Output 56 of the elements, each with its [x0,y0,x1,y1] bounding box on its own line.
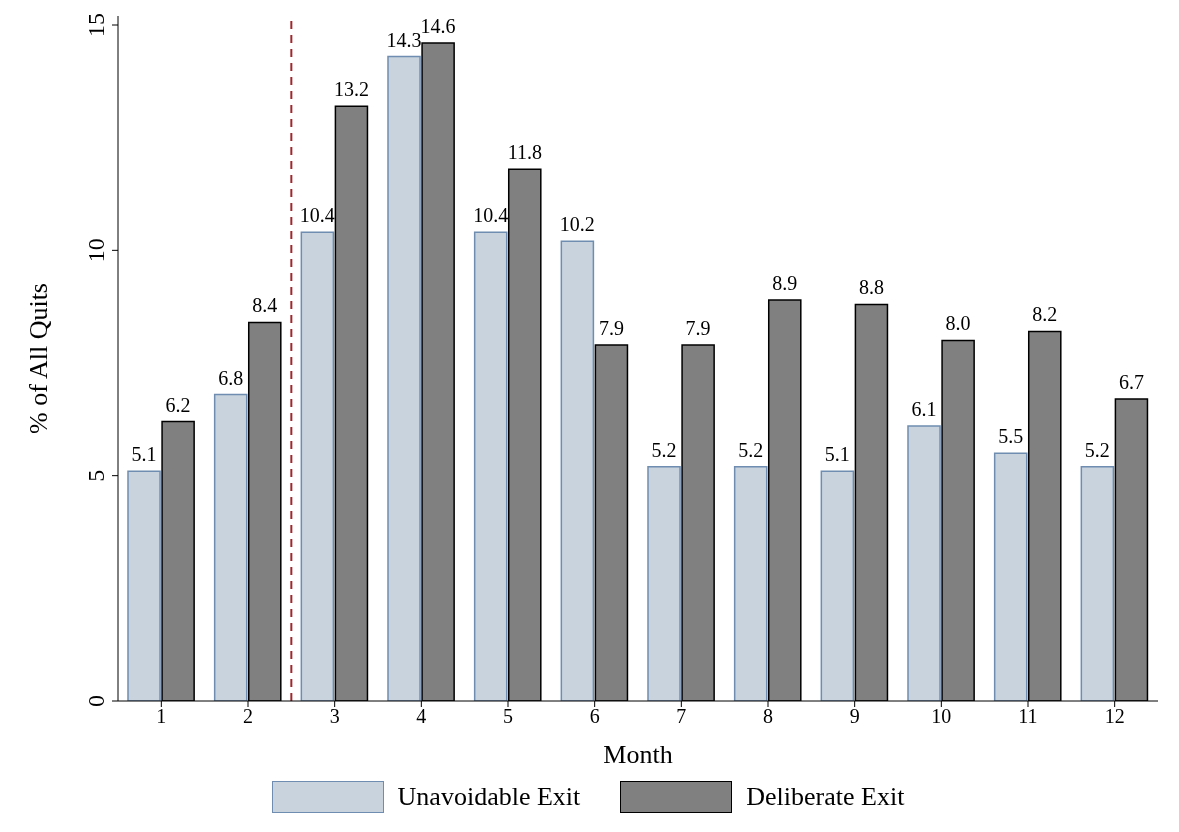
data-label: 5.5 [998,425,1024,448]
bar [993,452,1028,701]
data-label: 10.4 [299,204,335,227]
data-label: 14.3 [386,28,422,51]
x-tick-label: 12 [1104,705,1125,728]
data-label: 13.2 [333,78,369,101]
data-label: 5.2 [738,438,764,461]
x-tick-label: 9 [849,705,860,728]
y-axis-title: % of All Quits [24,283,54,434]
data-label: 8.2 [1032,303,1058,326]
data-label: 5.1 [131,443,157,466]
data-label: 8.8 [858,276,884,299]
bar [213,393,248,701]
bar [560,240,595,701]
x-tick-label: 4 [416,705,427,728]
x-tick-label: 3 [329,705,340,728]
data-label: 10.2 [559,213,595,236]
bar [473,231,508,701]
data-label: 7.9 [685,316,711,339]
data-label: 6.7 [1118,371,1144,394]
x-tick-label: 10 [931,705,952,728]
y-tick-label: 15 [83,13,109,38]
data-label: 8.0 [945,312,971,335]
x-tick-label: 7 [676,705,687,728]
data-label: 8.9 [772,271,798,294]
bar [1080,465,1115,701]
y-tick-label: 10 [83,238,109,263]
data-label: 5.1 [824,443,850,466]
x-tick-label: 5 [503,705,513,728]
data-label: 6.8 [218,366,244,389]
data-label: 8.4 [252,294,278,317]
x-tick-label: 1 [156,705,167,728]
bar [127,470,161,701]
bar [387,55,421,701]
data-label: 14.6 [420,15,456,38]
y-tick-label: 0 [83,695,109,707]
data-label: 10.4 [473,204,509,227]
x-tick-label: 6 [589,705,600,728]
x-tick-label: 2 [243,705,253,728]
x-axis-title: Month [603,740,673,769]
bar [820,470,855,701]
bar [733,465,768,701]
bar [907,425,941,701]
x-tick-label: 8 [763,705,773,728]
legend-label: Unavoidable Exit [397,782,581,812]
x-tick-label: 11 [1018,705,1038,728]
bar [647,465,681,701]
y-tick-label: 5 [83,469,109,482]
data-label: 11.8 [507,141,542,164]
bar [300,231,335,701]
legend-label: Deliberate Exit [746,782,905,812]
data-label: 5.2 [651,438,677,461]
data-label: 6.1 [911,398,937,421]
data-label: 6.2 [165,393,191,416]
data-label: 7.9 [598,316,624,339]
data-label: 5.2 [1084,438,1110,461]
